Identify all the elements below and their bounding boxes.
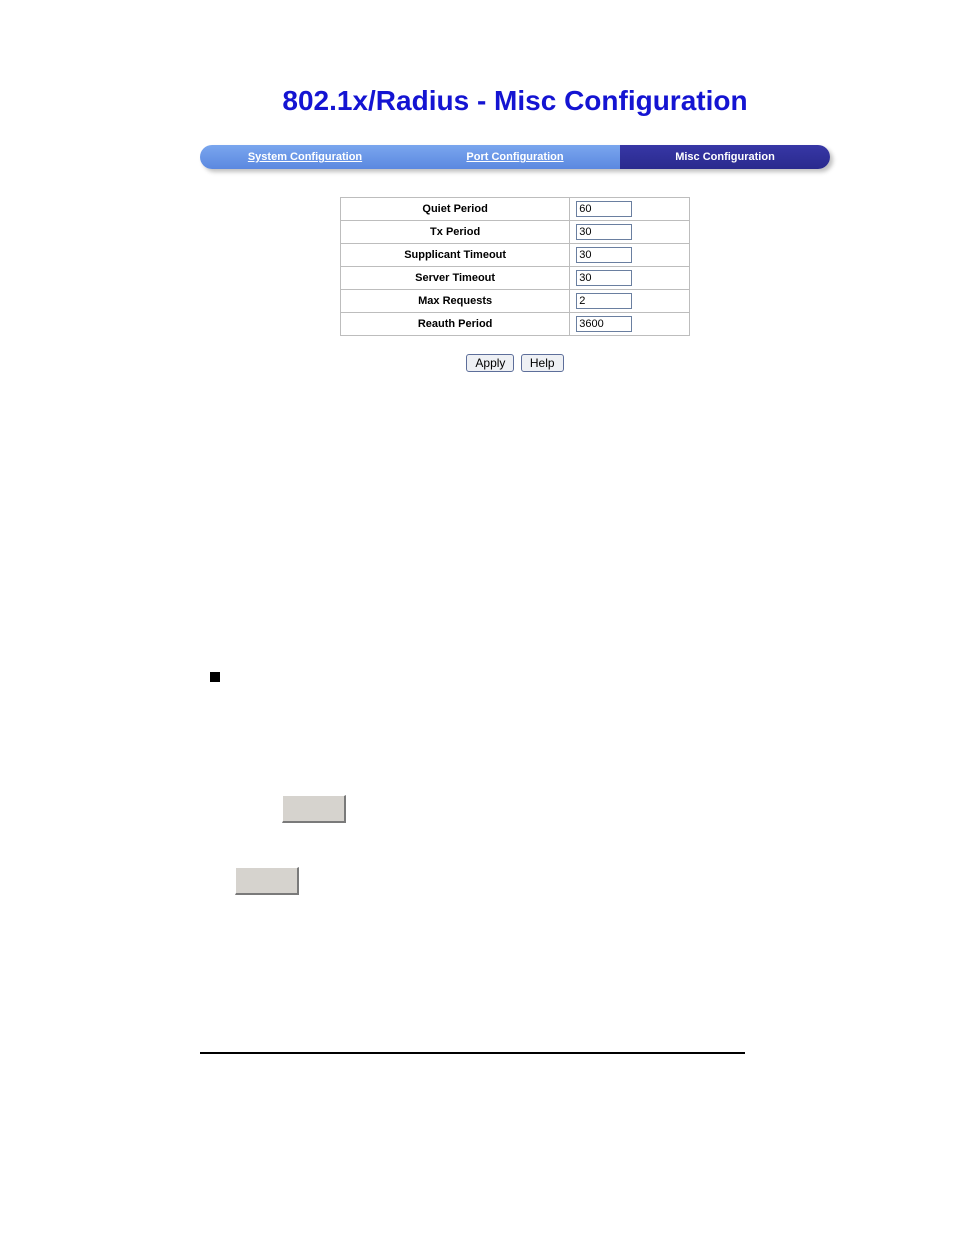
button-row: Apply Help bbox=[200, 354, 830, 372]
cell-max-requests bbox=[570, 290, 690, 313]
horizontal-rule bbox=[200, 1052, 745, 1054]
tab-system-configuration-label: System Configuration bbox=[248, 151, 362, 163]
label-quiet-period: Quiet Period bbox=[341, 198, 570, 221]
input-quiet-period[interactable] bbox=[576, 201, 632, 217]
page-title: 802.1x/Radius - Misc Configuration bbox=[200, 85, 830, 117]
table-row: Server Timeout bbox=[341, 267, 690, 290]
input-max-requests[interactable] bbox=[576, 293, 632, 309]
tab-port-configuration-label: Port Configuration bbox=[466, 151, 563, 163]
table-row: Reauth Period bbox=[341, 313, 690, 336]
table-row: Max Requests bbox=[341, 290, 690, 313]
input-reauth-period[interactable] bbox=[576, 316, 632, 332]
grey-button-1[interactable] bbox=[282, 795, 346, 823]
input-server-timeout[interactable] bbox=[576, 270, 632, 286]
cell-server-timeout bbox=[570, 267, 690, 290]
bullet-icon bbox=[210, 672, 220, 682]
cell-quiet-period bbox=[570, 198, 690, 221]
label-supplicant-timeout: Supplicant Timeout bbox=[341, 244, 570, 267]
label-reauth-period: Reauth Period bbox=[341, 313, 570, 336]
help-button[interactable]: Help bbox=[521, 354, 564, 372]
input-tx-period[interactable] bbox=[576, 224, 632, 240]
cell-tx-period bbox=[570, 221, 690, 244]
grey-button-2[interactable] bbox=[235, 867, 299, 895]
label-max-requests: Max Requests bbox=[341, 290, 570, 313]
tab-system-configuration[interactable]: System Configuration bbox=[200, 145, 410, 169]
table-row: Quiet Period bbox=[341, 198, 690, 221]
cell-reauth-period bbox=[570, 313, 690, 336]
apply-button[interactable]: Apply bbox=[466, 354, 514, 372]
tab-port-configuration[interactable]: Port Configuration bbox=[410, 145, 620, 169]
label-tx-period: Tx Period bbox=[341, 221, 570, 244]
config-table: Quiet Period Tx Period Supplicant Timeou… bbox=[340, 197, 690, 336]
tab-misc-configuration-label: Misc Configuration bbox=[675, 151, 775, 163]
tab-misc-configuration[interactable]: Misc Configuration bbox=[620, 145, 830, 169]
input-supplicant-timeout[interactable] bbox=[576, 247, 632, 263]
tab-row: System Configuration Port Configuration … bbox=[200, 145, 830, 169]
label-server-timeout: Server Timeout bbox=[341, 267, 570, 290]
table-row: Tx Period bbox=[341, 221, 690, 244]
config-region: 802.1x/Radius - Misc Configuration Syste… bbox=[200, 85, 830, 372]
page: 802.1x/Radius - Misc Configuration Syste… bbox=[0, 0, 954, 372]
cell-supplicant-timeout bbox=[570, 244, 690, 267]
table-row: Supplicant Timeout bbox=[341, 244, 690, 267]
